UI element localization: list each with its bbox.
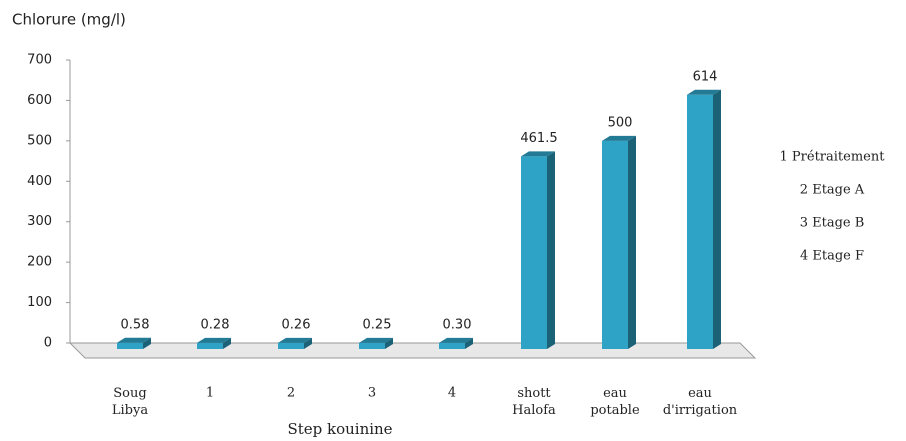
bar-side: [547, 151, 555, 349]
x-tick-label: eau potable: [590, 386, 640, 418]
legend-note: 2 Etage A: [800, 183, 865, 198]
value-label: 0.26: [282, 317, 311, 332]
bar: [278, 342, 304, 349]
y-tick-label: 700: [27, 53, 52, 68]
bar: [687, 94, 713, 349]
value-label: 500: [608, 115, 633, 130]
bar: [439, 342, 465, 349]
y-tick-label: 500: [27, 133, 52, 148]
floor: [68, 342, 757, 359]
y-tick-label: 300: [27, 214, 52, 229]
bar: [521, 156, 547, 349]
bar-top: [602, 135, 636, 141]
x-axis-title: Step kouinine: [287, 420, 392, 438]
value-label: 0.28: [201, 317, 230, 332]
chart-title: Chlorure (mg/l): [12, 11, 126, 29]
legend-note: 1 Prétraitement: [780, 150, 886, 165]
value-label: 0.25: [363, 317, 392, 332]
bar: [359, 342, 385, 349]
bar-side: [304, 337, 312, 349]
y-tick-label: 100: [27, 295, 52, 310]
value-label: 461.5: [520, 131, 557, 146]
bar: [602, 140, 628, 349]
bar-side: [223, 337, 231, 349]
bar-top: [439, 337, 473, 343]
bar-group: [117, 337, 151, 349]
bar-top: [359, 337, 393, 343]
bar-group: [521, 151, 555, 349]
bar-top: [687, 89, 721, 95]
x-tick-label: eau d'irrigation: [663, 386, 738, 418]
bar: [117, 342, 143, 349]
value-label: 0.58: [121, 317, 150, 332]
x-tick-label: 2: [287, 386, 295, 401]
value-label: 614: [693, 69, 718, 84]
bar-side: [385, 337, 393, 349]
bar-group: [602, 135, 636, 349]
bar-group: [197, 337, 231, 349]
bar-side: [465, 337, 473, 349]
bar-group: [687, 89, 721, 350]
bar-top: [197, 337, 231, 343]
bar-group: [278, 337, 312, 349]
y-tick-label: 0: [44, 336, 52, 351]
bar-group: [439, 337, 473, 349]
x-tick-label: 4: [448, 386, 456, 401]
bar-top: [117, 337, 151, 343]
bar-group: [359, 337, 393, 349]
y-tick-label: 400: [27, 174, 52, 189]
bar: [197, 342, 223, 349]
x-tick-label: 1: [206, 386, 214, 401]
bar-side: [143, 337, 151, 349]
bar-top: [521, 151, 555, 157]
x-tick-label: shott Halofa: [512, 386, 556, 418]
bar-side: [713, 89, 721, 350]
x-tick-label: Soug Libya: [112, 386, 148, 418]
bar-top: [278, 337, 312, 343]
x-tick-label: 3: [368, 386, 376, 401]
value-label: 0.30: [443, 317, 472, 332]
legend-note: 3 Etage B: [800, 216, 865, 231]
y-tick-label: 600: [27, 93, 52, 108]
y-tick-label: 200: [27, 255, 52, 270]
legend-note: 4 Etage F: [800, 249, 864, 264]
bar-side: [628, 135, 636, 349]
